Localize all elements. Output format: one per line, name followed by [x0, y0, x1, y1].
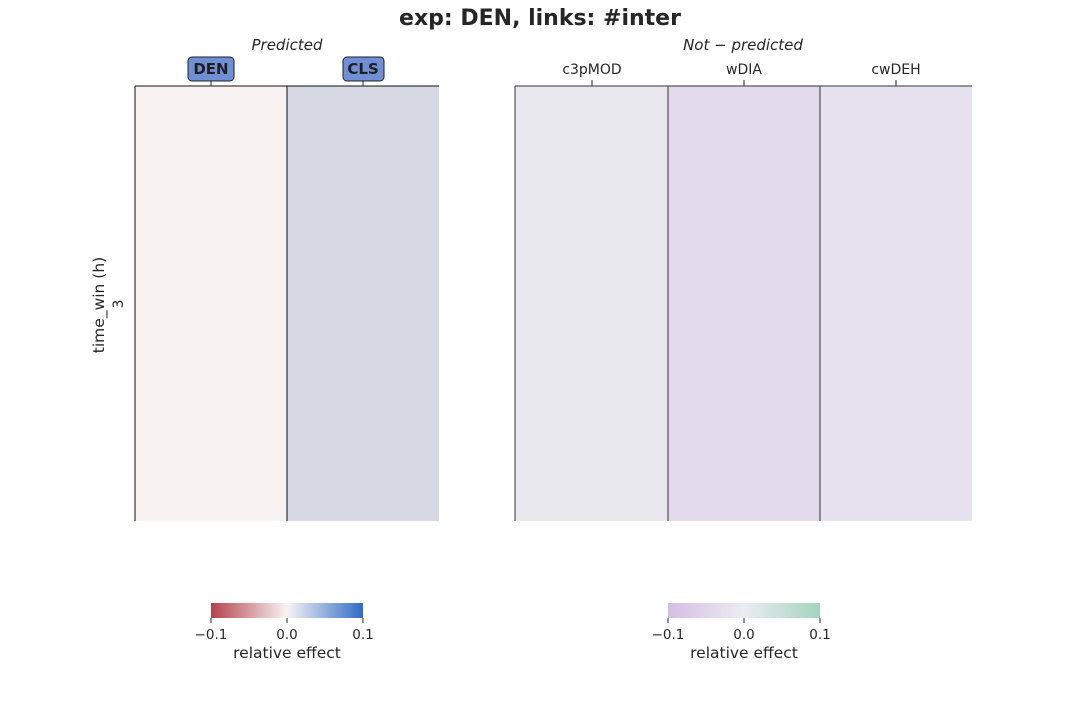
right-panel-title: Not − predicted [683, 36, 803, 54]
cls-label-badge [342, 56, 385, 82]
left-xtick-cls: CLS [342, 56, 385, 82]
left-xtick-den: DEN [187, 56, 235, 82]
den-label-badge [187, 56, 235, 82]
left-panel-title: Predicted [251, 36, 322, 54]
left-cell-cls [287, 86, 439, 521]
left-xtick-label-cls: CLS [347, 60, 378, 78]
left-cb-tick-mid: 0.0 [276, 627, 297, 643]
right-cell-c3pmod [515, 86, 668, 521]
left-colorbar: −0.1 0.0 0.1 relative effect [195, 603, 374, 662]
left-cell-den [135, 86, 287, 521]
figure-title: exp: DEN, links: #inter [399, 6, 681, 31]
right-cell-wdia [668, 86, 820, 521]
left-xtick-label-den: DEN [193, 60, 228, 78]
left-colorbar-gradient [211, 603, 363, 618]
right-cell-cwdeh [820, 86, 972, 521]
right-colorbar-gradient [668, 603, 820, 618]
right-xtick-label-wdia: wDIA [726, 62, 762, 78]
left-colorbar-label: relative effect [233, 644, 341, 662]
right-xtick-label-cwdeh: cwDEH [871, 62, 920, 78]
left-cb-tick-min: −0.1 [195, 627, 228, 643]
right-xtick-label-c3pmod: c3pMOD [562, 62, 621, 78]
left-ytick-label: 3 [111, 300, 127, 309]
left-cb-tick-max: 0.1 [352, 627, 373, 643]
right-cb-tick-mid: 0.0 [733, 627, 754, 643]
right-cb-tick-max: 0.1 [809, 627, 830, 643]
right-colorbar: −0.1 0.0 0.1 relative effect [652, 603, 831, 662]
right-heatmap-panel: Not − predicted c3pMOD wDIA cwDEH [514, 36, 972, 521]
right-cb-tick-min: −0.1 [652, 627, 685, 643]
left-ylabel: time_win (h) [90, 257, 109, 353]
right-colorbar-label: relative effect [690, 644, 798, 662]
left-heatmap-panel: Predicted DEN CLS time_win (h) 3 [90, 36, 439, 521]
